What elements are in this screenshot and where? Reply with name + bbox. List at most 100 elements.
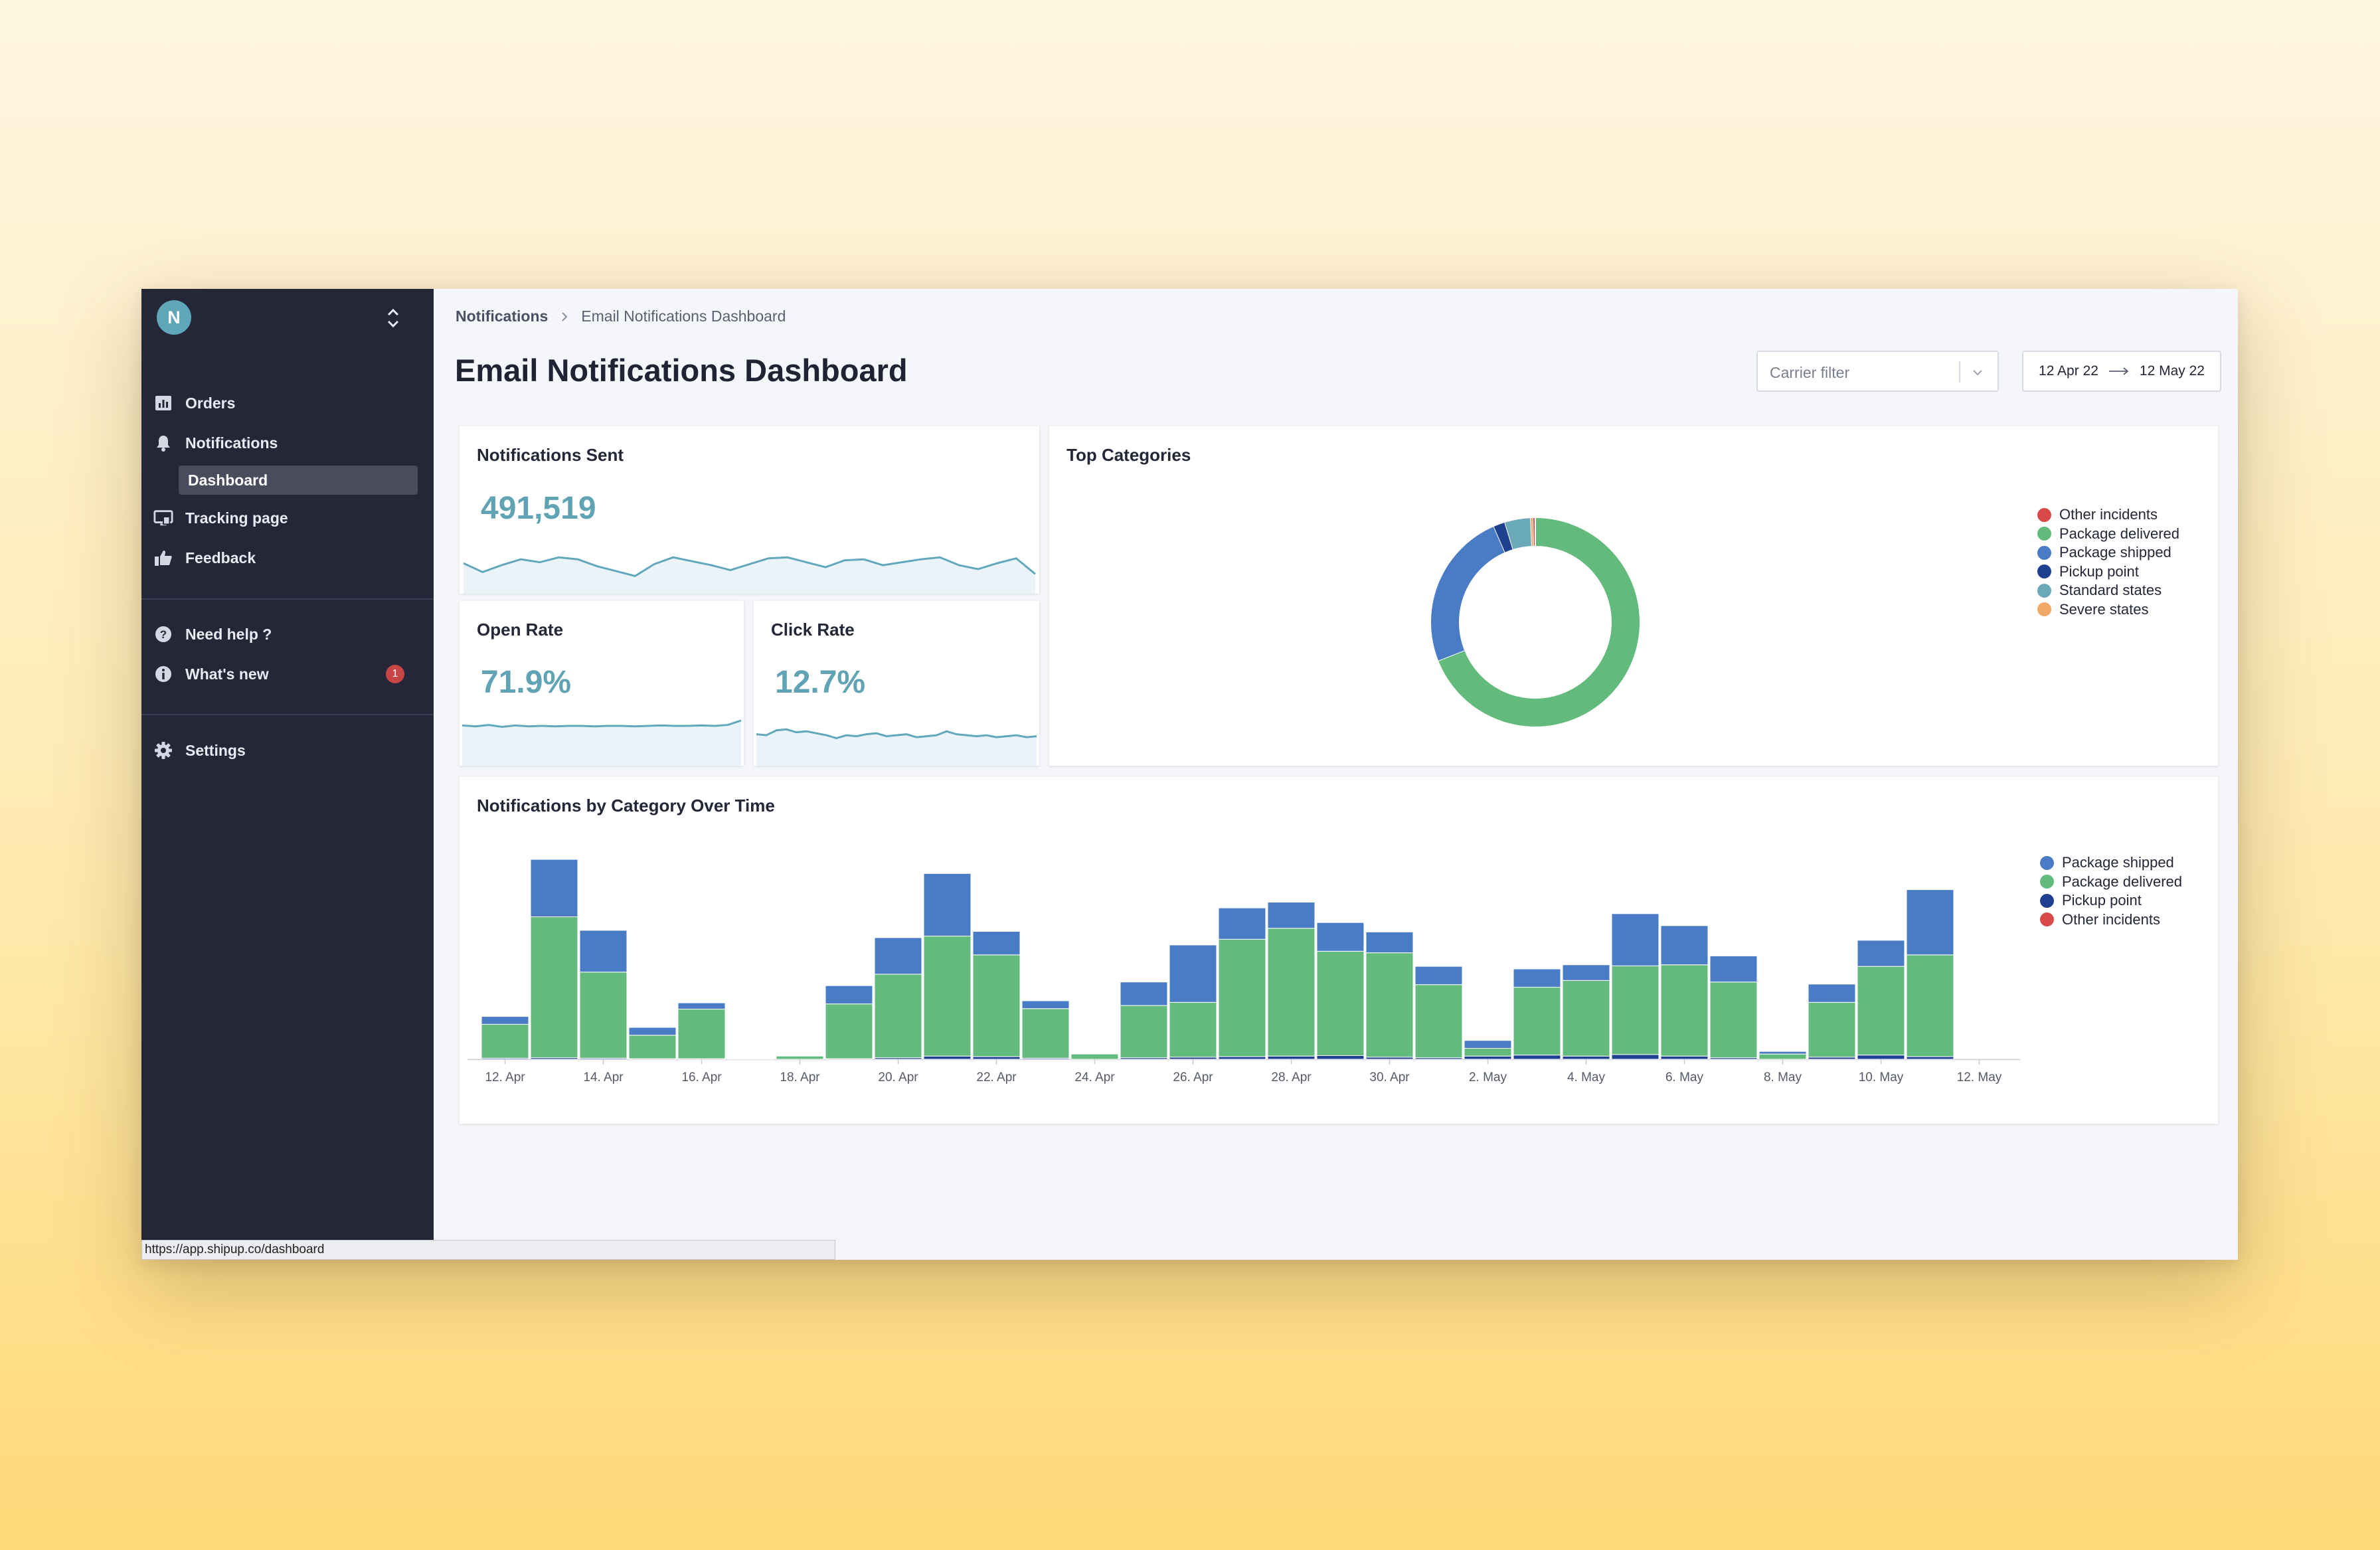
- bar-segment-package-delivered[interactable]: [1070, 1053, 1119, 1060]
- bar-segment-package-shipped[interactable]: [1709, 955, 1758, 983]
- sidebar-item-settings[interactable]: Settings: [141, 736, 434, 765]
- breadcrumb-parent-link[interactable]: Notifications: [456, 307, 549, 325]
- bar-segment-package-delivered[interactable]: [1660, 964, 1709, 1057]
- bar-segment-package-delivered[interactable]: [923, 936, 972, 1057]
- bar-segment-package-delivered[interactable]: [1464, 1048, 1512, 1057]
- bar-segment-package-delivered[interactable]: [628, 1035, 677, 1059]
- bar-segment-pickup-point[interactable]: [1267, 1055, 1316, 1060]
- bar-segment-package-delivered[interactable]: [1513, 987, 1561, 1056]
- bar-segment-package-delivered[interactable]: [481, 1023, 529, 1059]
- bar-segment-package-shipped[interactable]: [1218, 907, 1266, 940]
- open-rate-card: Open Rate 71.9%: [460, 601, 744, 766]
- select-divider: [1959, 361, 1960, 383]
- bar-segment-package-shipped[interactable]: [1562, 964, 1610, 981]
- donut-slice-standard-states[interactable]: [1505, 518, 1533, 550]
- bar-segment-package-delivered[interactable]: [1758, 1053, 1807, 1060]
- bar-segment-package-delivered[interactable]: [1169, 1001, 1217, 1058]
- legend-item[interactable]: Package shipped: [2040, 853, 2182, 873]
- bar-segment-package-shipped[interactable]: [1267, 902, 1316, 929]
- bar-segment-package-shipped[interactable]: [628, 1027, 677, 1036]
- bar-segment-pickup-point[interactable]: [972, 1056, 1021, 1060]
- chevron-up-down-icon[interactable]: [384, 305, 402, 331]
- legend-item[interactable]: Package shipped: [2037, 543, 2179, 562]
- bar-segment-package-shipped[interactable]: [677, 1002, 726, 1010]
- bar-segment-package-shipped[interactable]: [481, 1016, 529, 1025]
- legend-item[interactable]: Severe states: [2037, 600, 2179, 620]
- sidebar-item-feedback[interactable]: Feedback: [141, 543, 434, 572]
- bar-segment-package-shipped[interactable]: [1660, 925, 1709, 966]
- carrier-filter-select[interactable]: Carrier filter: [1756, 351, 1999, 392]
- bar-segment-package-shipped[interactable]: [530, 859, 578, 917]
- bar-segment-package-delivered[interactable]: [1021, 1008, 1070, 1059]
- sidebar-item-need-help[interactable]: ? Need help ?: [141, 620, 434, 649]
- chevron-down-icon[interactable]: [1968, 363, 1988, 383]
- bar-segment-package-delivered[interactable]: [1808, 1001, 1856, 1058]
- bar-segment-package-delivered[interactable]: [579, 972, 628, 1059]
- bar-segment-package-shipped[interactable]: [972, 931, 1021, 956]
- bar-segment-package-delivered[interactable]: [1709, 982, 1758, 1059]
- bar-segment-package-delivered[interactable]: [677, 1009, 726, 1059]
- legend-item[interactable]: Package delivered: [2037, 525, 2179, 544]
- bar-segment-package-delivered[interactable]: [972, 954, 1021, 1057]
- bar-segment-package-shipped[interactable]: [1906, 889, 1954, 956]
- sidebar-item-whats-new[interactable]: What's new 1: [141, 659, 434, 689]
- legend-item[interactable]: Other incidents: [2040, 910, 2182, 930]
- bar-segment-package-shipped[interactable]: [1758, 1051, 1807, 1055]
- bar-segment-package-shipped[interactable]: [1464, 1040, 1512, 1049]
- bar-segment-package-shipped[interactable]: [579, 930, 628, 973]
- bar-segment-package-delivered[interactable]: [1414, 984, 1463, 1059]
- bar-segment-package-shipped[interactable]: [1808, 984, 1856, 1003]
- sidebar-item-tracking-page[interactable]: Tracking page: [141, 503, 434, 533]
- donut-slice-package-shipped[interactable]: [1431, 526, 1505, 661]
- bar-segment-package-shipped[interactable]: [1169, 944, 1217, 1003]
- legend-item[interactable]: Package delivered: [2040, 873, 2182, 892]
- bar-segment-pickup-point[interactable]: [923, 1055, 972, 1060]
- bar-segment-pickup-point[interactable]: [1513, 1055, 1561, 1060]
- bar-segment-pickup-point[interactable]: [1218, 1056, 1266, 1060]
- bar-segment-package-delivered[interactable]: [874, 974, 922, 1059]
- bar-segment-package-shipped[interactable]: [1021, 1000, 1070, 1009]
- bar-segment-pickup-point[interactable]: [1857, 1055, 1905, 1060]
- donut-slice-pickup-point[interactable]: [1493, 522, 1513, 553]
- bar-segment-package-shipped[interactable]: [1513, 968, 1561, 988]
- bar-segment-package-shipped[interactable]: [1414, 966, 1463, 986]
- bar-segment-pickup-point[interactable]: [1316, 1055, 1365, 1060]
- date-range-picker[interactable]: 12 Apr 22 12 May 22: [2022, 351, 2221, 392]
- x-tick-label: 24. Apr: [1074, 1071, 1115, 1084]
- bar-segment-package-delivered[interactable]: [825, 1003, 873, 1059]
- bar-segment-package-shipped[interactable]: [923, 873, 972, 937]
- legend-item[interactable]: Standard states: [2037, 581, 2179, 600]
- bar-segment-package-delivered[interactable]: [1218, 938, 1266, 1057]
- bar-segment-package-shipped[interactable]: [1857, 940, 1905, 967]
- donut-slice-package-delivered[interactable]: [1438, 518, 1640, 727]
- bar-segment-package-delivered[interactable]: [776, 1055, 824, 1060]
- bar-segment-package-delivered[interactable]: [1562, 980, 1610, 1057]
- bar-segment-pickup-point[interactable]: [1906, 1056, 1954, 1060]
- bar-segment-package-delivered[interactable]: [530, 916, 578, 1059]
- legend-item[interactable]: Pickup point: [2040, 891, 2182, 910]
- bar-segment-pickup-point[interactable]: [1660, 1055, 1709, 1060]
- legend-item[interactable]: Pickup point: [2037, 562, 2179, 582]
- sidebar-item-orders[interactable]: Orders: [141, 388, 434, 418]
- bar-segment-package-delivered[interactable]: [1316, 950, 1365, 1056]
- bar-segment-package-delivered[interactable]: [1857, 966, 1905, 1056]
- bar-segment-package-shipped[interactable]: [1611, 913, 1659, 966]
- bar-segment-pickup-point[interactable]: [1562, 1055, 1610, 1060]
- bar-segment-package-delivered[interactable]: [1611, 965, 1659, 1055]
- legend-item[interactable]: Other incidents: [2037, 505, 2179, 525]
- bar-segment-package-shipped[interactable]: [1120, 982, 1168, 1006]
- sidebar-item-notifications[interactable]: Notifications: [141, 428, 434, 458]
- bar-segment-package-delivered[interactable]: [1267, 928, 1316, 1057]
- bar-segment-pickup-point[interactable]: [1611, 1054, 1659, 1060]
- bar-segment-package-delivered[interactable]: [1120, 1005, 1168, 1059]
- bar-segment-package-delivered[interactable]: [1365, 952, 1414, 1058]
- bar-segment-package-shipped[interactable]: [1316, 922, 1365, 952]
- bar-segment-pickup-point[interactable]: [1464, 1055, 1512, 1060]
- bar-segment-package-shipped[interactable]: [874, 937, 922, 975]
- bar-segment-package-shipped[interactable]: [825, 985, 873, 1005]
- sparkline-area: [756, 729, 1037, 766]
- sidebar-subitem-dashboard[interactable]: Dashboard: [179, 466, 418, 495]
- bar-segment-package-shipped[interactable]: [1365, 931, 1414, 954]
- bar-segment-package-delivered[interactable]: [1906, 954, 1954, 1057]
- avatar[interactable]: N: [157, 300, 191, 335]
